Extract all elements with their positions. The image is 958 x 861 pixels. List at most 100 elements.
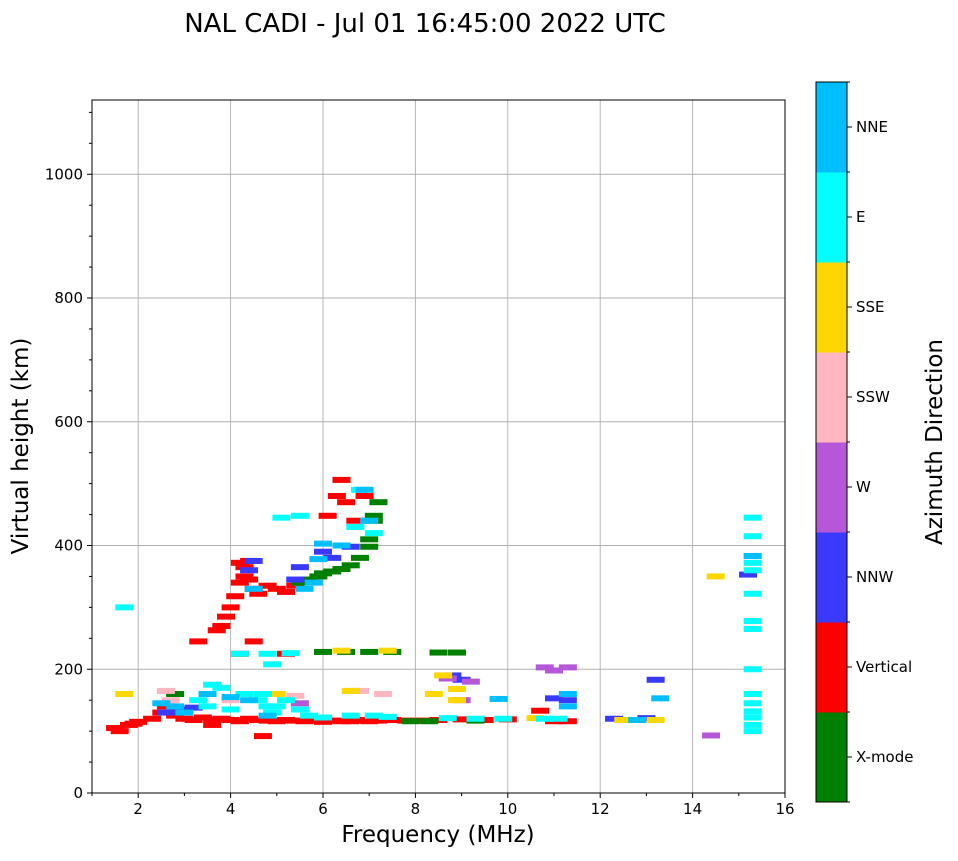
data-point	[545, 695, 563, 702]
data-point	[743, 691, 762, 697]
x-tick-label: 4	[226, 800, 236, 818]
data-point	[235, 564, 254, 571]
data-point	[628, 716, 647, 723]
data-point	[332, 647, 351, 654]
data-point	[212, 684, 231, 691]
data-point	[323, 568, 342, 575]
y-tick-label: 400	[54, 537, 83, 555]
data-point	[332, 542, 351, 549]
data-point	[360, 543, 379, 550]
data-point	[240, 576, 259, 583]
x-tick-label: 8	[411, 800, 421, 818]
data-point	[341, 562, 360, 569]
data-point	[221, 604, 240, 611]
data-point	[743, 533, 762, 540]
data-point	[230, 559, 249, 566]
colorbar-tick-label: E	[856, 208, 865, 226]
data-point	[300, 576, 319, 583]
data-point	[614, 716, 633, 723]
data-point	[743, 567, 762, 574]
data-point	[743, 559, 762, 566]
data-point	[216, 613, 235, 620]
data-point	[341, 543, 360, 550]
data-point	[443, 672, 462, 679]
colorbar-frame	[815, 81, 848, 803]
data-point	[383, 716, 402, 723]
data-point	[332, 566, 351, 573]
data-point	[438, 715, 457, 722]
data-point	[263, 661, 282, 668]
data-point	[304, 579, 323, 586]
data-point	[314, 570, 332, 577]
data-point	[743, 626, 762, 633]
data-point	[323, 717, 342, 724]
data-point	[743, 708, 762, 715]
data-point	[156, 703, 175, 710]
data-point	[249, 697, 268, 704]
data-point	[429, 716, 448, 723]
data-point	[374, 691, 393, 697]
colorbar-segment	[816, 712, 847, 803]
data-point	[332, 476, 351, 483]
data-point	[314, 714, 332, 721]
y-tick-label: 600	[54, 413, 83, 431]
data-point	[651, 695, 670, 702]
data-point	[346, 517, 365, 524]
data-point	[350, 687, 369, 694]
data-point	[743, 514, 762, 521]
data-point	[605, 715, 624, 722]
data-point	[447, 697, 466, 704]
colorbar-tick-label: SSW	[856, 388, 890, 406]
colorbar: X-mode Vertical NNW W SSW SSE E NNE	[815, 81, 913, 803]
data-point	[323, 554, 342, 561]
data-point	[535, 715, 554, 722]
x-axis-label: Frequency (MHz)	[341, 822, 534, 848]
data-point	[110, 728, 129, 735]
data-point	[286, 692, 305, 699]
data-point	[267, 585, 286, 592]
data-point	[447, 686, 466, 693]
data-point	[314, 540, 332, 547]
data-point	[290, 706, 309, 713]
data-point	[244, 638, 263, 645]
data-point	[706, 573, 725, 580]
x-tick-label: 10	[498, 800, 517, 818]
data-point	[170, 706, 189, 713]
data-point	[230, 650, 249, 657]
data-point	[240, 697, 259, 704]
data-point	[244, 585, 263, 592]
y-tick-label: 200	[54, 660, 83, 678]
data-point	[461, 678, 480, 685]
data-point	[346, 523, 365, 530]
data-point	[175, 715, 194, 722]
data-point	[221, 706, 240, 713]
data-point	[549, 715, 568, 722]
colorbar-segment	[816, 532, 847, 623]
data-point	[115, 604, 134, 611]
colorbar-tick-label: X-mode	[856, 748, 913, 766]
data-point	[253, 691, 272, 697]
data-point	[434, 672, 453, 679]
data-point	[494, 715, 513, 722]
data-point	[166, 712, 185, 719]
data-point	[235, 691, 254, 697]
data-point	[489, 695, 508, 702]
data-point	[360, 648, 379, 655]
data-point	[743, 700, 762, 707]
data-point	[295, 585, 314, 592]
data-point	[360, 536, 379, 543]
data-point	[743, 617, 762, 624]
data-point	[350, 716, 369, 723]
data-point	[277, 588, 296, 595]
data-point	[535, 664, 554, 671]
data-point	[189, 697, 208, 704]
data-point	[558, 691, 577, 697]
x-tick-label: 16	[775, 800, 794, 818]
data-point	[314, 548, 332, 555]
y-tick-label: 800	[54, 289, 83, 307]
data-point	[267, 703, 286, 710]
data-point	[115, 691, 134, 697]
data-point	[378, 647, 397, 654]
data-point	[240, 567, 259, 574]
data-point	[221, 697, 240, 704]
